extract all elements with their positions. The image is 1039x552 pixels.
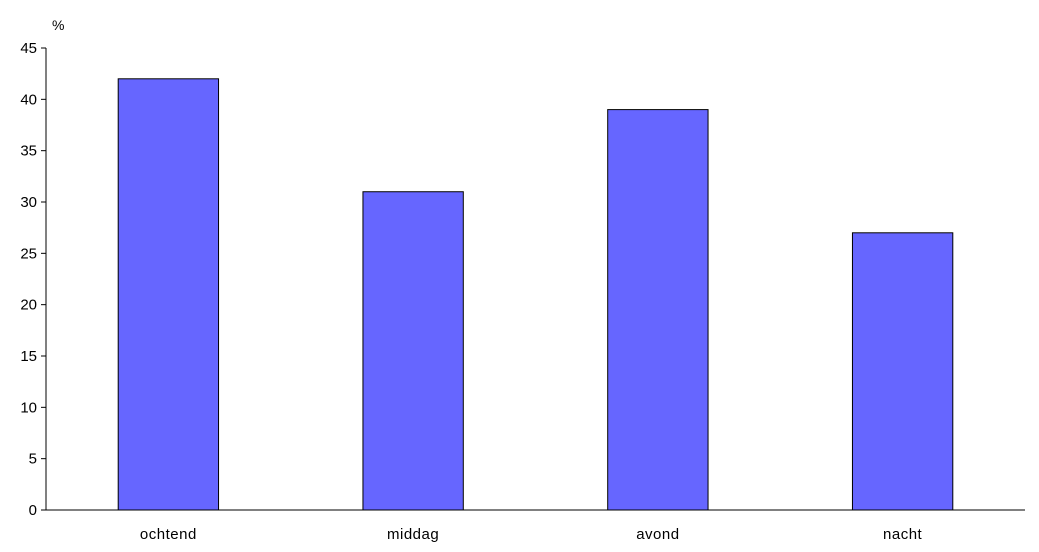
bar-avond xyxy=(607,109,709,511)
y-tick-label: 40 xyxy=(20,91,37,108)
x-tick-label: ochtend xyxy=(140,526,197,543)
y-tick-label: 20 xyxy=(20,297,37,314)
x-tick-label: middag xyxy=(387,526,439,543)
y-tick-label: 5 xyxy=(29,451,37,468)
y-tick-label: 25 xyxy=(20,245,37,262)
bar-nacht xyxy=(851,232,954,511)
y-tick-label: 0 xyxy=(29,502,37,519)
x-tick-label: avond xyxy=(636,526,679,543)
bar-middag xyxy=(362,191,464,511)
y-tick-label: 10 xyxy=(20,399,37,416)
y-axis-unit-label: % xyxy=(52,17,64,33)
y-tick-label: 35 xyxy=(20,143,37,160)
x-tick-label: nacht xyxy=(883,526,923,543)
bar-ochtend xyxy=(117,78,220,511)
y-tick-label: 30 xyxy=(20,194,37,211)
tick-labels: 0 5 10 15 20 25 30 35 40 45 ochtend middag avond nach… xyxy=(20,40,922,543)
y-tick-label: 45 xyxy=(20,40,37,57)
y-tick-label: 15 xyxy=(20,348,37,365)
bars xyxy=(117,78,954,511)
